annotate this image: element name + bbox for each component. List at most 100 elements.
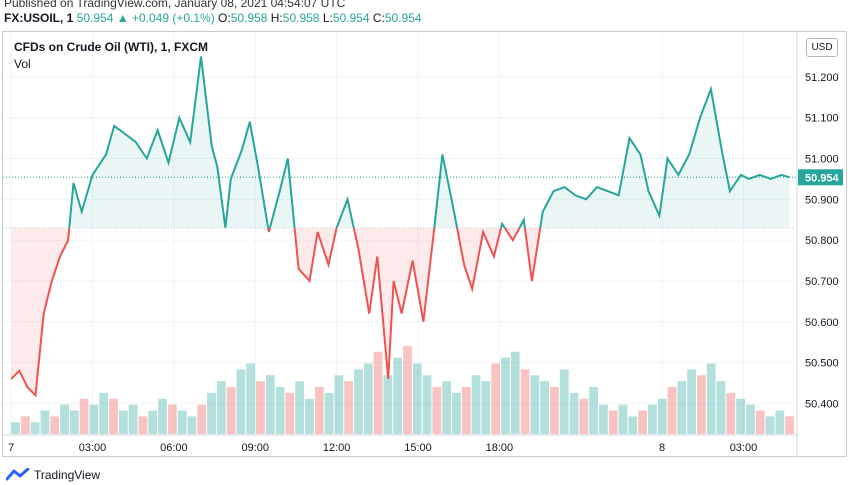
volume-bar: [736, 398, 746, 434]
volume-bar: [638, 410, 648, 434]
volume-bar: [79, 398, 89, 434]
volume-bar: [324, 392, 334, 434]
volume-bar: [128, 404, 138, 434]
volume-bar: [510, 351, 520, 434]
volume-bar: [197, 404, 207, 434]
volume-bar: [569, 392, 579, 434]
x-tick-label: 7: [8, 442, 14, 454]
x-tick-label: 06:00: [160, 442, 188, 454]
brand-label: TradingView: [34, 468, 101, 482]
volume-bar: [550, 387, 559, 434]
volume-bar: [559, 369, 569, 434]
volume-bar: [589, 387, 599, 434]
volume-bar: [785, 416, 794, 434]
volume-bar: [755, 410, 765, 434]
area-fill-up: [11, 56, 790, 228]
volume-bar: [579, 398, 589, 434]
price-line-up: [68, 56, 790, 228]
last-price-badge: [798, 169, 843, 186]
ohlc-bar: FX:USOIL, 1 50.954 ▲ +0.049 (+0.1%) O:50…: [4, 11, 422, 25]
high-value: 50.958: [282, 11, 320, 25]
volume-bar: [746, 404, 755, 434]
x-tick-label: 03:00: [730, 442, 758, 454]
low-label: L:: [322, 11, 333, 25]
x-tick-label: 18:00: [486, 442, 514, 454]
low-value: 50.954: [332, 11, 370, 25]
y-tick-label: 51.200: [805, 72, 839, 84]
y-tick-label: 51.100: [805, 113, 839, 125]
volume-bar: [726, 392, 736, 434]
change-arrow-icon: ▲: [116, 11, 129, 25]
volume-bar: [442, 381, 452, 434]
x-tick-label: 09:00: [241, 442, 269, 454]
volume-bar: [226, 387, 236, 434]
volume-bar: [677, 381, 687, 434]
volume-bar: [275, 387, 285, 434]
volume-bar: [354, 369, 363, 434]
volume-bar: [716, 381, 726, 434]
chart-pane[interactable]: [2, 31, 847, 457]
volume-bar: [50, 416, 60, 434]
volume-bar: [177, 410, 187, 434]
y-tick-label: 51.000: [805, 154, 839, 166]
tradingview-brand[interactable]: TradingView: [6, 466, 100, 484]
volume-legend-label: Vol: [14, 57, 31, 71]
area-fill-down: [11, 227, 790, 396]
volume-bar: [765, 416, 775, 434]
volume-bar: [501, 357, 510, 434]
open-label: O:: [218, 11, 231, 25]
tradingview-logo-icon: [6, 468, 30, 481]
volume-bar: [461, 387, 471, 434]
volume-bar: [657, 398, 667, 434]
volume-bar: [687, 369, 697, 434]
volume-bar: [285, 392, 295, 434]
y-tick-label: 50.600: [805, 317, 839, 329]
volume-bar: [383, 375, 393, 434]
volume-bar: [452, 392, 461, 434]
close-label: C:: [372, 11, 385, 25]
x-tick-label: 15:00: [404, 442, 432, 454]
volume-bar: [540, 381, 550, 434]
y-tick-label: 50.400: [805, 398, 839, 410]
volume-bar: [167, 404, 177, 434]
volume-bar: [422, 375, 432, 434]
volume-bar: [667, 387, 677, 434]
volume-bar: [706, 363, 716, 434]
volume-bar: [608, 410, 618, 434]
volume-bar: [618, 404, 628, 434]
volume-bar: [187, 416, 197, 434]
volume-bar: [236, 369, 246, 434]
volume-bar: [334, 375, 344, 434]
volume-bar: [471, 375, 481, 434]
volume-bar: [432, 387, 442, 434]
volume-bar: [11, 422, 20, 434]
volume-bar: [363, 363, 373, 434]
y-tick-label: 50.800: [805, 235, 839, 247]
currency-button[interactable]: USD: [806, 38, 838, 57]
volume-bar: [628, 416, 638, 434]
volume-bar: [216, 381, 226, 434]
volume-bar: [305, 398, 314, 434]
volume-bar: [520, 369, 530, 434]
volume-bar: [138, 416, 148, 434]
volume-bar: [530, 375, 540, 434]
volume-bar: [648, 404, 657, 434]
series-legend-title: CFDs on Crude Oil (WTI), 1, FXCM: [14, 40, 208, 54]
volume-bar: [109, 398, 118, 434]
last-price-value: 50.954: [76, 11, 114, 25]
volume-bar: [403, 345, 412, 434]
close-value: 50.954: [384, 11, 422, 25]
symbol-label: FX:USOIL, 1: [4, 11, 74, 25]
x-tick-label: 8: [659, 442, 665, 454]
volume-bar: [40, 410, 50, 434]
x-tick-label: 12:00: [323, 442, 351, 454]
volume-bar: [393, 357, 403, 434]
last-price-badge-label: 50.954: [805, 172, 840, 184]
volume-bar: [99, 392, 109, 434]
volume-bar: [373, 351, 383, 434]
price-line-down: [10, 227, 542, 398]
y-tick-label: 50.700: [805, 276, 839, 288]
y-tick-label: 50.900: [805, 194, 839, 206]
volume-bar: [344, 381, 354, 434]
